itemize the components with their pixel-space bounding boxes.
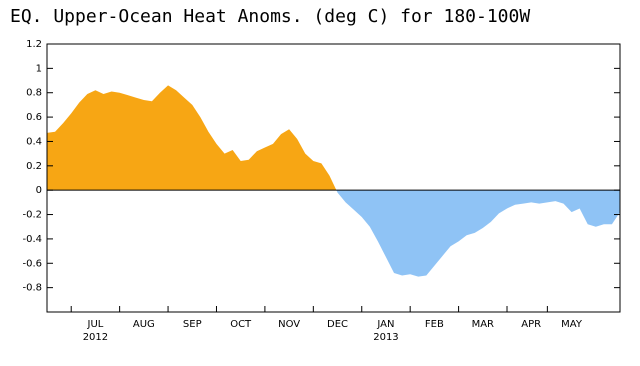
y-tick-label: 0 (36, 185, 42, 196)
x-year-label: 2013 (373, 332, 398, 343)
y-tick-label: -0.6 (22, 258, 42, 269)
x-tick-label: AUG (133, 319, 155, 330)
x-tick-label: APR (521, 319, 541, 330)
area (47, 85, 620, 277)
x-year-label: 2012 (83, 332, 108, 343)
x-tick-label: JAN (376, 319, 394, 330)
x-tick-label: MAY (561, 319, 583, 330)
chart-title: EQ. Upper-Ocean Heat Anoms. (deg C) for … (10, 6, 530, 27)
y-tick-label: 0.2 (26, 161, 42, 172)
x-tick-label: DEC (327, 319, 348, 330)
x-tick-label: SEP (183, 319, 202, 330)
plot-frame (46, 43, 621, 313)
y-tick-label: 1 (36, 63, 42, 74)
x-tick-label: JUL (87, 319, 104, 330)
y-tick-label: -0.2 (22, 210, 42, 221)
y-tick-label: 1.2 (26, 39, 42, 50)
x-tick-label: OCT (230, 319, 252, 330)
y-tick-label: -0.4 (22, 234, 42, 245)
y-tick-label: 0.8 (26, 88, 42, 99)
y-tick-label: -0.8 (22, 283, 42, 294)
y-tick-label: 0.4 (26, 136, 42, 147)
x-tick-label: FEB (425, 319, 444, 330)
x-tick-label: NOV (278, 319, 300, 330)
y-tick-label: 0.6 (26, 112, 42, 123)
x-tick-label: MAR (472, 319, 494, 330)
